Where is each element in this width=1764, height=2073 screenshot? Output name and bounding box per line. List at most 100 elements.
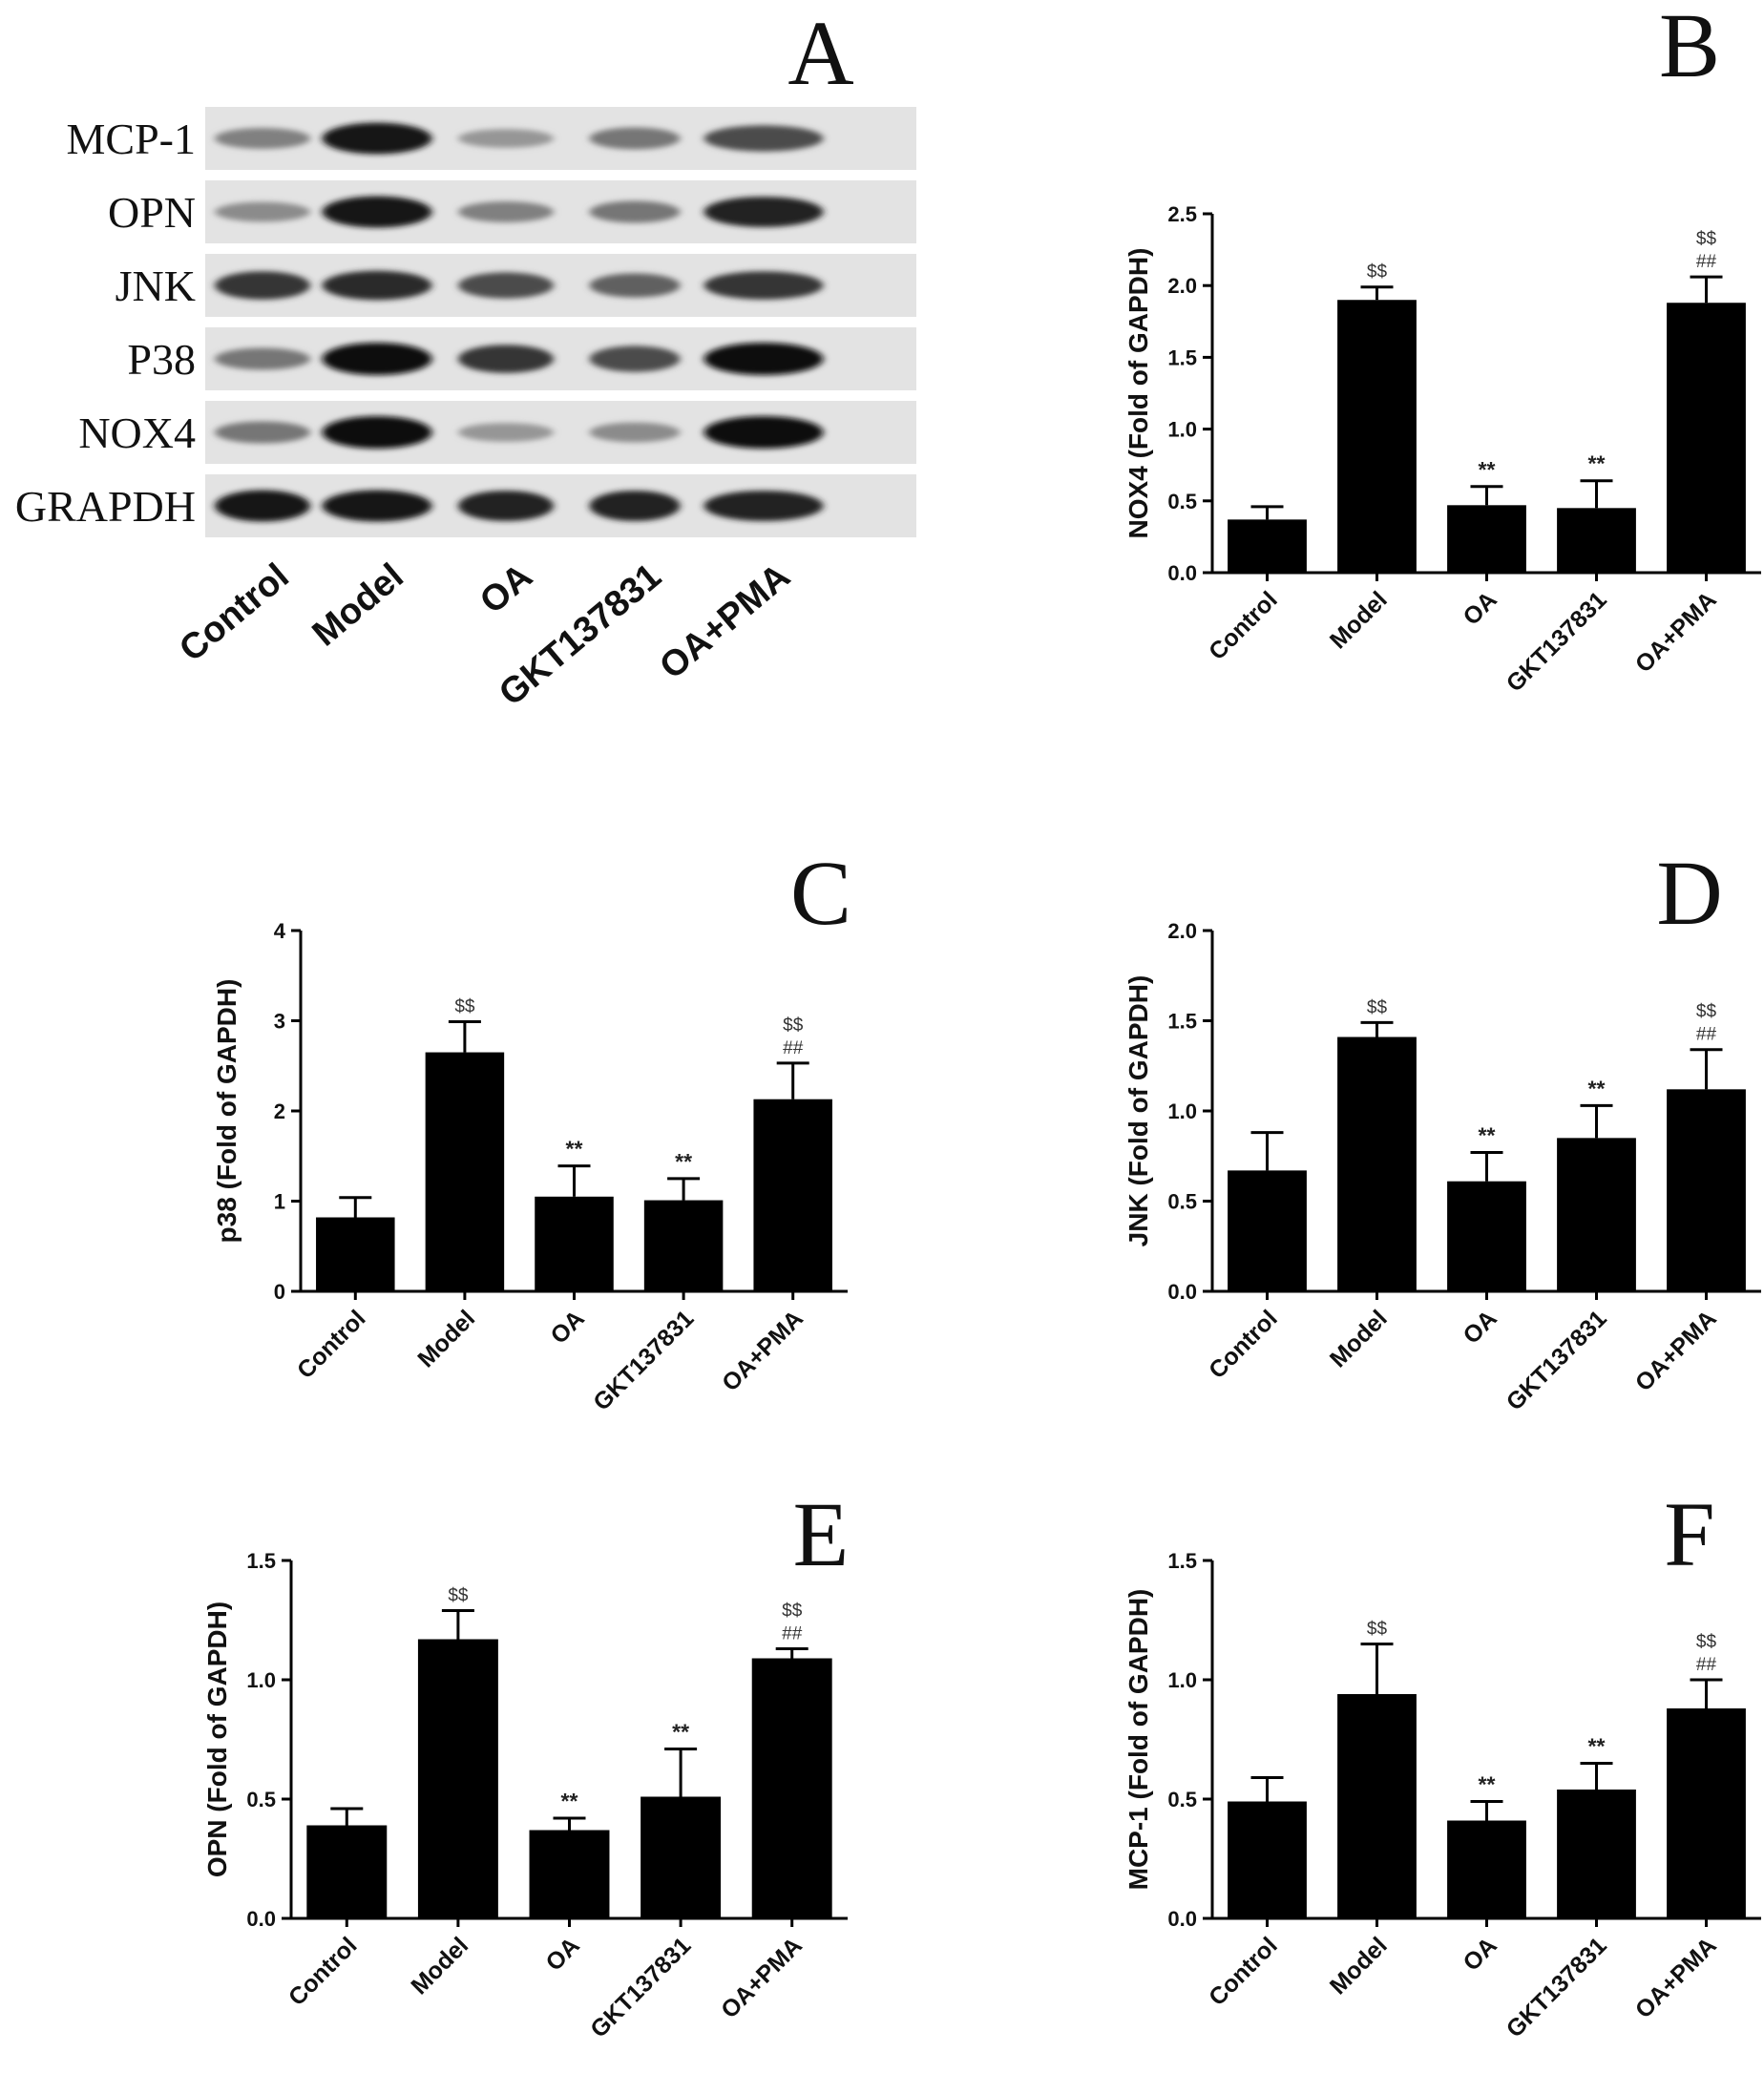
significance-annotation: ##: [1696, 252, 1717, 272]
x-category-label: Control: [292, 1305, 371, 1384]
x-category-label: OA: [1458, 1305, 1502, 1349]
bar: [1557, 1138, 1636, 1291]
bar: [535, 1196, 614, 1291]
significance-annotation: **: [1479, 1122, 1496, 1147]
bar: [1667, 1089, 1746, 1291]
blot-band: [215, 421, 310, 444]
significance-annotation: **: [1588, 1076, 1606, 1100]
blot-band: [322, 343, 432, 375]
y-tick-label: 1.0: [1167, 1668, 1197, 1692]
x-category-label: Model: [412, 1305, 480, 1372]
y-tick-label: 0.0: [1167, 1280, 1197, 1304]
x-category-label: OA: [1458, 1932, 1502, 1976]
bar: [1557, 1790, 1636, 1918]
panel-letter: B: [1659, 0, 1720, 96]
y-tick-label: 1.0: [246, 1668, 276, 1692]
blot-band: [589, 273, 681, 298]
significance-annotation: $$: [1696, 229, 1717, 249]
blot-band: [704, 197, 824, 227]
y-tick-label: 1.5: [1167, 1549, 1197, 1573]
y-tick-label: 0.5: [1167, 1788, 1197, 1811]
blot-lane-label: OA: [472, 556, 540, 622]
blot-band: [458, 201, 554, 222]
bar: [640, 1796, 722, 1918]
y-tick-label: 0.0: [1167, 1907, 1197, 1931]
significance-annotation: **: [1479, 1772, 1496, 1797]
bar: [643, 1200, 724, 1291]
y-tick-label: 1.5: [246, 1549, 276, 1573]
bar: [425, 1052, 505, 1291]
blot-band: [589, 346, 681, 372]
blot-protein-label: NOX4: [78, 408, 196, 457]
y-tick-label: 2.0: [1167, 919, 1197, 943]
blot-band: [215, 490, 310, 522]
y-tick-label: 1: [274, 1190, 285, 1214]
significance-annotation: ##: [783, 1038, 804, 1058]
y-axis-label: JNK (Fold of GAPDH): [1124, 975, 1153, 1247]
bar: [1447, 1820, 1526, 1918]
bar: [306, 1825, 388, 1918]
blot-band: [458, 129, 554, 148]
blot-band: [458, 272, 554, 299]
blot-band: [589, 491, 681, 521]
significance-annotation: **: [561, 1789, 578, 1813]
y-tick-label: 2.0: [1167, 274, 1197, 298]
chart-panel-c: C 0 1 2 3 4 p38 (Fold of GAPDH) Control $$ Model *…: [212, 842, 851, 1416]
blot-band: [704, 343, 824, 375]
y-tick-label: 4: [274, 919, 286, 943]
x-category-label: OA+PMA: [717, 1305, 808, 1396]
x-category-label: OA+PMA: [1630, 1305, 1722, 1396]
blot-band: [215, 201, 310, 222]
bar: [316, 1217, 395, 1291]
bar: [1447, 1181, 1526, 1291]
panel-letter: F: [1664, 1483, 1714, 1585]
blot-band: [458, 345, 554, 373]
x-category-label: OA: [540, 1932, 584, 1976]
x-category-label: GKT137831: [1502, 1932, 1612, 2042]
x-category-label: GKT137831: [588, 1305, 699, 1415]
x-category-label: Model: [1325, 586, 1393, 654]
significance-annotation: **: [675, 1149, 692, 1174]
x-category-label: Model: [1325, 1932, 1393, 2000]
x-category-label: Control: [1204, 586, 1283, 665]
y-tick-label: 1.5: [1167, 346, 1197, 369]
significance-annotation: $$: [1367, 262, 1388, 283]
panel-letter: C: [790, 842, 851, 944]
y-tick-label: 1.0: [1167, 418, 1197, 442]
significance-annotation: ##: [1696, 1025, 1717, 1045]
chart-panel-f: F 0.0 0.5 1.0 1.5 MCP-1 (Fold of GAPDH) Contro…: [1124, 1483, 1761, 2043]
x-category-label: Control: [284, 1932, 363, 2011]
significance-annotation: ##: [1696, 1655, 1717, 1675]
x-category-label: Control: [1204, 1932, 1283, 2011]
blot-band: [589, 422, 681, 443]
significance-annotation: $$: [782, 1602, 803, 1622]
significance-annotation: **: [1588, 1734, 1606, 1759]
significance-annotation: $$: [783, 1016, 804, 1036]
blot-band: [322, 196, 432, 228]
blot-protein-label: OPN: [108, 188, 196, 237]
blot-band: [589, 200, 681, 223]
blot-band: [704, 416, 824, 449]
bar: [529, 1830, 610, 1918]
bar: [1228, 1170, 1307, 1291]
x-category-label: OA: [545, 1305, 589, 1349]
x-category-label: OA+PMA: [716, 1932, 808, 2023]
blot-band: [458, 491, 554, 521]
y-tick-label: 2.5: [1167, 202, 1197, 226]
y-tick-label: 0.5: [246, 1788, 276, 1811]
chart-panel-b: B 0.0 0.5 1.0 1.5 2.0 2.5 NOX4 (Fold of GAPDH) C…: [1124, 0, 1761, 698]
y-tick-label: 1.5: [1167, 1010, 1197, 1034]
blot-band: [215, 128, 310, 149]
bar: [1337, 1036, 1417, 1291]
blot-band: [215, 347, 310, 370]
x-category-label: OA+PMA: [1630, 1932, 1722, 2023]
significance-annotation: $$: [1367, 1620, 1388, 1640]
bar: [1228, 519, 1307, 573]
significance-annotation: **: [1588, 451, 1606, 476]
blot-protein-label: JNK: [116, 262, 196, 310]
blot-band: [322, 490, 432, 522]
y-tick-label: 0.0: [246, 1907, 276, 1931]
blot-lane-label: Model: [305, 556, 411, 655]
blot-band: [704, 125, 824, 152]
